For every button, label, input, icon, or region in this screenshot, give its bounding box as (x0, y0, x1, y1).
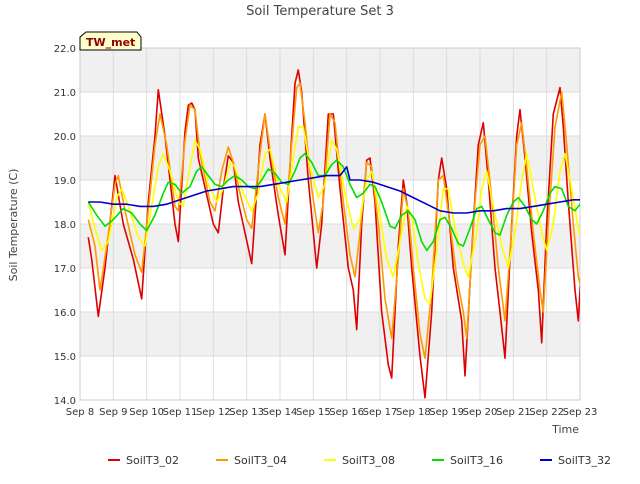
series-line-soilt3_04 (87, 82, 580, 359)
x-tick-label: Sep 10 (129, 407, 164, 418)
grid-lines (79, 47, 581, 401)
x-tick-label: Sep 20 (463, 407, 498, 418)
y-tick-label: 14.0 (54, 396, 76, 407)
station-badge: TW_met (79, 31, 142, 51)
x-tick-label: Sep 12 (196, 407, 231, 418)
x-tick-label: Sep 19 (429, 407, 464, 418)
x-tick-label: Sep 15 (296, 407, 331, 418)
y-tick-label: 16.0 (54, 308, 76, 319)
y-tick-label: 21.0 (54, 88, 76, 99)
y-tick-label: 19.0 (54, 176, 76, 187)
x-tick-label: Sep 11 (163, 407, 198, 418)
legend-label: SoilT3_16 (450, 454, 503, 467)
x-tick-label: Sep 16 (329, 407, 364, 418)
plot-border (79, 47, 581, 401)
y-tick-label: 17.0 (54, 264, 76, 275)
series-line-soilt3_08 (87, 126, 580, 304)
x-tick-label: Sep 23 (563, 407, 598, 418)
y-tick-label: 15.0 (54, 352, 76, 363)
x-tick-label: Sep 21 (496, 407, 531, 418)
station-label: TW_met (86, 36, 135, 49)
series-layer (87, 69, 580, 399)
y-tick-label: 18.0 (54, 220, 76, 231)
x-tick-label: Sep 22 (529, 407, 564, 418)
y-axis-ticks: 14.0 15.0 16.0 17.0 18.0 19.0 20.0 21.0 22.0 (54, 44, 76, 407)
grid-band (80, 224, 580, 268)
grid-band (80, 136, 580, 180)
legend: SoilT3_02 SoilT3_04 SoilT3_08 SoilT3_16 Soil… (108, 454, 611, 467)
series-line-soilt3_16 (87, 152, 580, 252)
series-line-soilt3_32 (88, 166, 580, 214)
legend-label: SoilT3_08 (342, 454, 395, 467)
y-axis-label: Soil Temperature (C) (7, 169, 20, 282)
y-tick-label: 22.0 (54, 44, 76, 55)
legend-label: SoilT3_04 (234, 454, 287, 467)
grid-band (80, 48, 580, 92)
series-line-soilt3_02 (87, 69, 580, 399)
x-tick-label: Sep 13 (229, 407, 264, 418)
x-axis-label: Time (551, 423, 579, 436)
x-tick-label: Sep 9 (99, 407, 127, 418)
y-tick-label: 20.0 (54, 132, 76, 143)
chart-title: Soil Temperature Set 3 (246, 4, 394, 19)
x-tick-label: Sep 17 (363, 407, 398, 418)
grid-band (80, 312, 580, 356)
legend-label: SoilT3_32 (558, 454, 611, 467)
station-badge-box (79, 31, 142, 51)
legend-label: SoilT3_02 (126, 454, 179, 467)
x-tick-label: Sep 14 (263, 407, 298, 418)
x-tick-label: Sep 18 (396, 407, 431, 418)
x-tick-label: Sep 8 (66, 407, 94, 418)
